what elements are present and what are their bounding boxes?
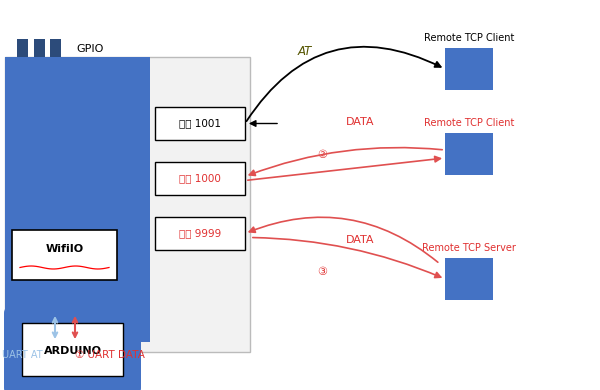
FancyBboxPatch shape bbox=[155, 217, 245, 250]
Text: GPIO: GPIO bbox=[76, 44, 104, 54]
FancyArrowPatch shape bbox=[247, 47, 440, 121]
Text: DATA: DATA bbox=[346, 117, 374, 127]
FancyBboxPatch shape bbox=[445, 48, 493, 90]
Text: 端口 9999: 端口 9999 bbox=[179, 229, 221, 239]
FancyArrowPatch shape bbox=[250, 217, 438, 262]
Text: WifiIO: WifiIO bbox=[46, 244, 83, 254]
Text: Remote TCP Client: Remote TCP Client bbox=[424, 33, 514, 43]
Bar bbox=[34, 39, 44, 57]
FancyBboxPatch shape bbox=[445, 133, 493, 175]
Bar bbox=[50, 39, 61, 57]
FancyArrowPatch shape bbox=[253, 238, 441, 278]
Text: ③: ③ bbox=[317, 267, 327, 277]
Text: Remote TCP Server: Remote TCP Server bbox=[422, 243, 516, 253]
Bar bbox=[17, 39, 28, 57]
FancyBboxPatch shape bbox=[4, 307, 141, 390]
FancyBboxPatch shape bbox=[5, 57, 250, 352]
Text: UART AT: UART AT bbox=[2, 350, 43, 360]
Text: ARDUINO: ARDUINO bbox=[44, 346, 101, 356]
Text: 端口 1001: 端口 1001 bbox=[179, 119, 221, 128]
Text: ②: ② bbox=[317, 150, 327, 160]
FancyBboxPatch shape bbox=[445, 258, 493, 300]
Text: 端口 1000: 端口 1000 bbox=[179, 174, 221, 184]
Text: ① UART DATA: ① UART DATA bbox=[75, 350, 145, 360]
FancyBboxPatch shape bbox=[155, 107, 245, 140]
FancyBboxPatch shape bbox=[5, 57, 150, 342]
FancyArrowPatch shape bbox=[248, 156, 440, 180]
Text: AT: AT bbox=[298, 46, 312, 58]
FancyBboxPatch shape bbox=[12, 230, 117, 280]
FancyBboxPatch shape bbox=[22, 323, 123, 376]
FancyArrowPatch shape bbox=[250, 147, 442, 176]
Text: Remote TCP Client: Remote TCP Client bbox=[424, 118, 514, 128]
Text: DATA: DATA bbox=[346, 235, 374, 245]
FancyBboxPatch shape bbox=[155, 162, 245, 195]
